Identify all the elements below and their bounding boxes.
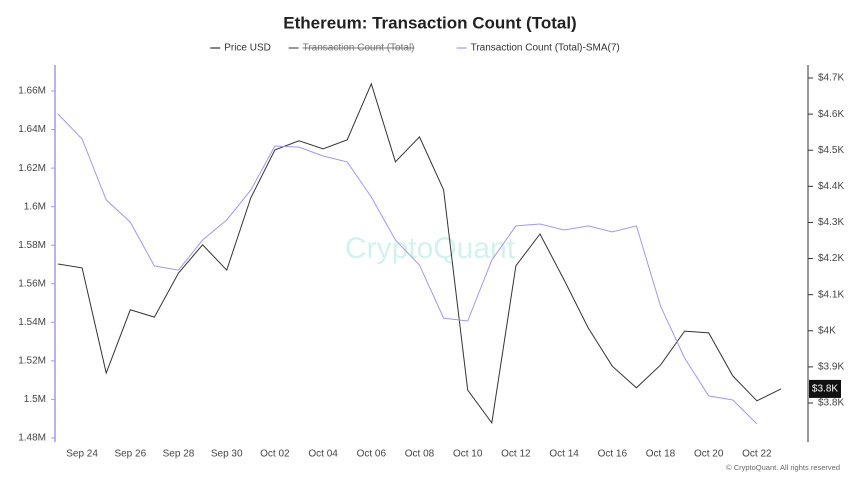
x-tick-label: Oct 20 — [694, 449, 724, 460]
price-badge-label: $3.8K — [812, 384, 838, 395]
x-tick-label: Oct 18 — [646, 449, 676, 460]
y-tick-label: 1.52M — [18, 355, 46, 366]
y2-tick-label: $4.4K — [818, 181, 844, 192]
y-tick-label: 1.48M — [18, 433, 46, 444]
y2-tick-label: $3.9K — [818, 362, 844, 373]
y-tick-label: 1.5M — [24, 394, 46, 405]
y2-tick-label: $4.5K — [818, 145, 844, 156]
x-tick-label: Oct 22 — [742, 449, 772, 460]
chart-title: Ethereum: Transaction Count (Total) — [283, 13, 576, 32]
series-line — [57, 82, 782, 425]
y2-tick-label: $3.8K — [818, 398, 844, 409]
y2-tick-label: $4.3K — [818, 217, 844, 228]
y-tick-label: 1.66M — [18, 86, 46, 97]
legend-label: Price USD — [224, 43, 271, 54]
y-tick-label: 1.56M — [18, 278, 46, 289]
x-tick-label: Sep 26 — [114, 449, 146, 460]
y2-tick-label: $4.2K — [818, 253, 844, 264]
price-badge — [809, 379, 841, 398]
series-line — [57, 113, 758, 425]
watermark: CryptoQuant — [345, 232, 516, 265]
x-tick-label: Oct 10 — [453, 449, 483, 460]
y2-tick-label: $4.7K — [818, 73, 844, 84]
y2-tick-label: $4.1K — [818, 289, 844, 300]
x-tick-label: Oct 06 — [357, 449, 387, 460]
legend-label: Transaction Count (Total)-SMA(7) — [471, 43, 620, 54]
y-tick-label: 1.64M — [18, 124, 46, 135]
legend-label: Transaction Count (Total) — [303, 43, 415, 54]
x-tick-label: Oct 16 — [598, 449, 628, 460]
y-tick-label: 1.54M — [18, 317, 46, 328]
x-tick-label: Sep 28 — [163, 449, 195, 460]
x-tick-label: Oct 08 — [405, 449, 435, 460]
x-tick-label: Sep 24 — [66, 449, 98, 460]
y2-tick-label: $4.6K — [818, 109, 844, 120]
x-tick-label: Oct 02 — [260, 449, 290, 460]
y-tick-label: 1.58M — [18, 240, 46, 251]
x-tick-label: Oct 14 — [549, 449, 579, 460]
footer: © CryptoQuant. All rights reserved — [726, 463, 840, 472]
y-tick-label: 1.62M — [18, 163, 46, 174]
x-tick-label: Oct 04 — [308, 449, 338, 460]
y2-tick-label: $4K — [818, 325, 836, 336]
x-tick-label: Oct 12 — [501, 449, 531, 460]
x-tick-label: Sep 30 — [211, 449, 243, 460]
y-tick-label: 1.6M — [24, 201, 46, 212]
